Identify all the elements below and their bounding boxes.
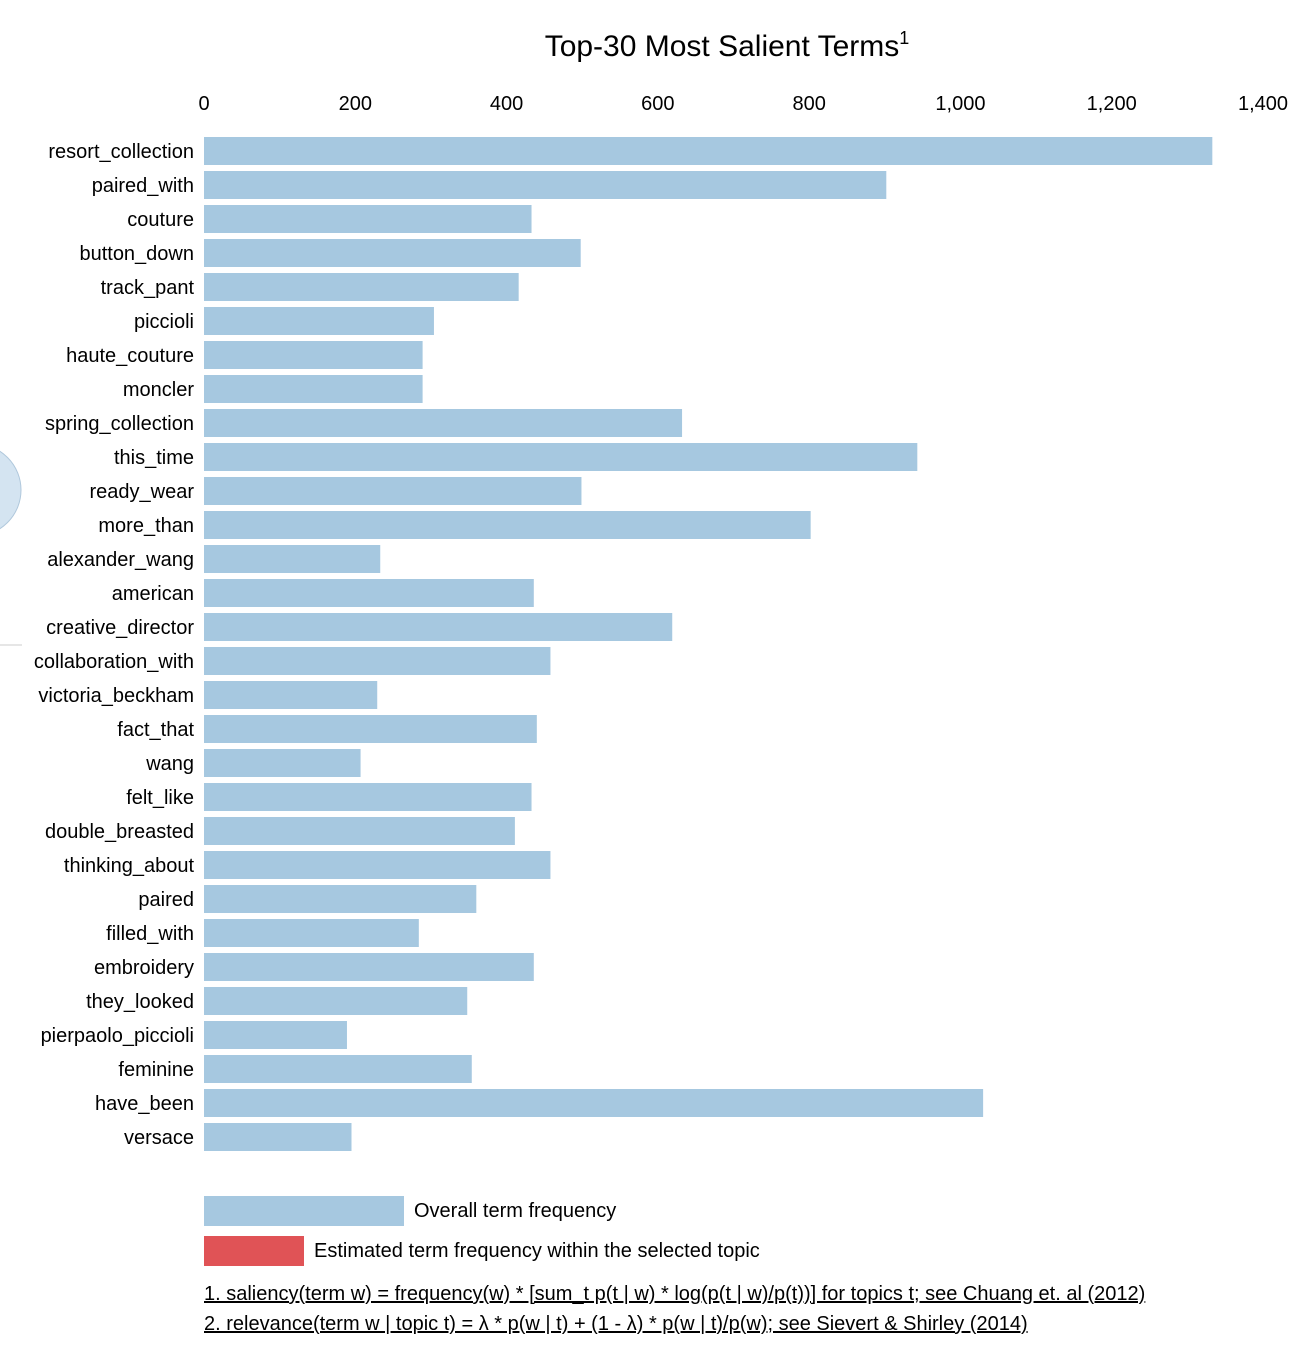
term-label[interactable]: double_breasted [45, 821, 194, 843]
x-tick-label: 400 [490, 93, 523, 115]
bar-paired[interactable] [204, 885, 477, 913]
bar-they-looked[interactable] [204, 987, 468, 1015]
term-label[interactable]: ready_wear [89, 481, 194, 503]
term-label[interactable]: they_looked [86, 991, 194, 1013]
chart-title: Top-30 Most Salient Terms1 [545, 28, 910, 63]
term-label[interactable]: pierpaolo_piccioli [41, 1025, 194, 1047]
term-label[interactable]: fact_that [117, 719, 194, 741]
term-label[interactable]: more_than [98, 515, 194, 537]
bar-alexander-wang[interactable] [204, 545, 381, 573]
term-label[interactable]: couture [127, 209, 194, 231]
bar-haute-couture[interactable] [204, 341, 423, 369]
legend-swatch-overall [204, 1196, 404, 1226]
chart-title-text: Top-30 Most Salient Terms [545, 30, 900, 63]
bar-american[interactable] [204, 579, 534, 607]
bar-this-time[interactable] [204, 443, 918, 471]
bar-victoria-beckham[interactable] [204, 681, 378, 709]
bar-moncler[interactable] [204, 375, 423, 403]
x-tick-label: 1,400 [1238, 93, 1288, 115]
footnote-relevance-link[interactable]: 2. relevance(term w | topic t) = λ * p(w… [204, 1313, 1028, 1335]
term-label[interactable]: filled_with [106, 923, 194, 945]
x-tick-label: 1,200 [1087, 93, 1137, 115]
bar-double-breasted[interactable] [204, 817, 515, 845]
bar-collaboration-with[interactable] [204, 647, 551, 675]
chart-title-superscript: 1 [899, 28, 909, 48]
footnote-saliency-link[interactable]: 1. saliency(term w) = frequency(w) * [su… [204, 1283, 1146, 1305]
x-tick-label: 600 [641, 93, 674, 115]
term-label[interactable]: versace [124, 1127, 194, 1149]
term-label[interactable]: thinking_about [64, 855, 195, 877]
bar-more-than[interactable] [204, 511, 811, 539]
legend: Overall term frequency Estimated term fr… [204, 1196, 760, 1266]
term-label[interactable]: paired_with [92, 175, 194, 197]
x-tick-label: 800 [792, 93, 825, 115]
topic-circle-fragment [0, 450, 22, 530]
bar-have-been[interactable] [204, 1089, 984, 1117]
x-tick-label: 1,000 [935, 93, 985, 115]
x-tick-label: 200 [339, 93, 372, 115]
term-label[interactable]: moncler [123, 379, 194, 401]
term-label[interactable]: victoria_beckham [38, 685, 194, 707]
term-label[interactable]: have_been [95, 1093, 194, 1115]
bar-piccioli[interactable] [204, 307, 434, 335]
legend-swatch-topic [204, 1236, 304, 1266]
bar-creative-director[interactable] [204, 613, 673, 641]
term-label[interactable]: haute_couture [66, 345, 194, 367]
bar-versace[interactable] [204, 1123, 352, 1151]
term-label[interactable]: button_down [79, 243, 194, 265]
legend-label-topic: Estimated term frequency within the sele… [314, 1240, 760, 1262]
bar-button-down[interactable] [204, 239, 581, 267]
term-label[interactable]: this_time [114, 447, 194, 469]
term-label[interactable]: feminine [118, 1059, 194, 1081]
term-label[interactable]: american [112, 583, 194, 605]
term-label[interactable]: embroidery [94, 957, 194, 979]
term-label[interactable]: felt_like [126, 787, 194, 809]
bar-filled-with[interactable] [204, 919, 419, 947]
bar-thinking-about[interactable] [204, 851, 551, 879]
bar-paired-with[interactable] [204, 171, 887, 199]
bar-resort-collection[interactable] [204, 137, 1213, 165]
background-decoration [0, 450, 22, 646]
term-label[interactable]: track_pant [101, 277, 195, 299]
x-tick-label: 0 [198, 93, 209, 115]
bars-group [204, 137, 1213, 1151]
term-label[interactable]: paired [138, 889, 194, 911]
term-label[interactable]: alexander_wang [47, 549, 194, 571]
term-label[interactable]: collaboration_with [34, 651, 194, 673]
bar-ready-wear[interactable] [204, 477, 582, 505]
term-label[interactable]: resort_collection [48, 141, 194, 163]
bar-wang[interactable] [204, 749, 361, 777]
term-label[interactable]: spring_collection [45, 413, 194, 435]
bar-pierpaolo-piccioli[interactable] [204, 1021, 347, 1049]
legend-label-overall: Overall term frequency [414, 1200, 616, 1222]
term-label[interactable]: piccioli [134, 311, 194, 333]
term-label[interactable]: creative_director [46, 617, 194, 639]
bar-track-pant[interactable] [204, 273, 519, 301]
x-axis-ticks: 0 200 400 600 800 1,000 1,200 1,400 [198, 93, 1288, 115]
bar-couture[interactable] [204, 205, 532, 233]
term-label[interactable]: wang [145, 753, 194, 775]
bar-feminine[interactable] [204, 1055, 472, 1083]
bar-felt-like[interactable] [204, 783, 532, 811]
bar-spring-collection[interactable] [204, 409, 683, 437]
bar-embroidery[interactable] [204, 953, 534, 981]
bar-fact-that[interactable] [204, 715, 537, 743]
